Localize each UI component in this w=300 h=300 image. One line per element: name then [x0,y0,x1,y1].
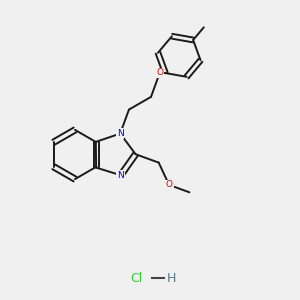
Text: O: O [156,68,163,77]
Text: O: O [166,180,172,189]
Text: Cl: Cl [130,272,142,285]
Text: N: N [117,129,124,138]
Text: N: N [117,171,124,180]
Text: H: H [166,272,176,285]
